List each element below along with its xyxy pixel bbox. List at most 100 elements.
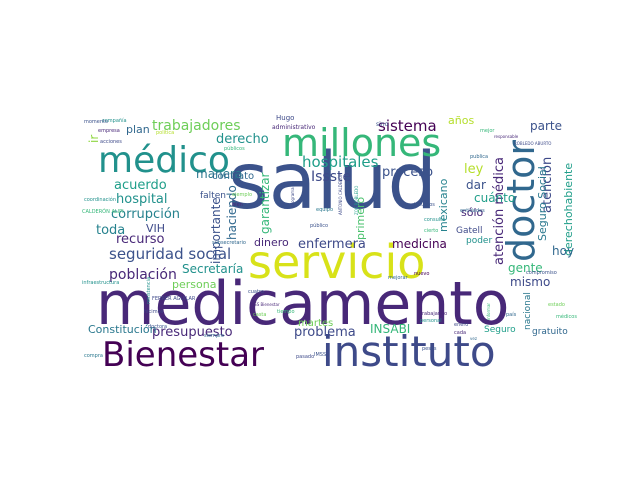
word: programa [290, 187, 295, 207]
word: compromiso [526, 270, 557, 276]
word: ZOÉ ROBLEDO [354, 186, 359, 215]
word: ir [87, 135, 101, 143]
word: presupuesto [152, 325, 233, 340]
word: empresa [98, 128, 120, 134]
word: dinero [254, 236, 289, 249]
word: poder [466, 236, 492, 246]
word: entidades [460, 208, 485, 214]
word: sistema [378, 117, 437, 135]
word: compra [84, 353, 103, 359]
word: compañía [102, 117, 127, 124]
word: trabajadores [152, 118, 241, 134]
word: haciendo [225, 185, 239, 240]
word: medicamento [96, 269, 510, 339]
word: pasado [296, 354, 314, 360]
word: primero [354, 197, 367, 240]
word: momento [84, 119, 108, 125]
word: bien [232, 202, 243, 208]
word: mexicano [437, 178, 450, 232]
word: instituto [322, 327, 496, 376]
word: hospitales [302, 153, 379, 171]
word: política [156, 129, 174, 136]
word: casta [253, 312, 266, 318]
word: sino [376, 121, 389, 128]
word: siempre [204, 333, 224, 339]
word: resistencia [146, 277, 152, 304]
word: hicimos [144, 309, 164, 315]
word: contrato [212, 171, 254, 182]
word: derechohabiente [562, 163, 575, 256]
word: ejemplo [232, 192, 252, 198]
word: consulta [424, 217, 445, 223]
word: médico [98, 140, 230, 181]
word: infraestructura [82, 280, 119, 286]
word: importante [209, 197, 223, 264]
word: trabajando [420, 311, 447, 317]
word: enfermera [298, 237, 366, 252]
word: acuerdo [114, 178, 167, 193]
word: cuatro [248, 289, 264, 295]
word: país [506, 311, 517, 318]
word: parte [530, 119, 562, 133]
word: Constitución [88, 323, 157, 336]
word: Bienestar [102, 335, 264, 375]
word: gratuito [532, 327, 568, 337]
word: administrativo [272, 124, 316, 131]
word: IMSS [314, 352, 326, 358]
word: mismo [510, 275, 550, 289]
word: nacional [523, 292, 533, 330]
word: CALDERÓN ALIPI [82, 208, 124, 215]
word: mejor [480, 128, 495, 134]
word: nuevo [414, 271, 429, 277]
word: problema [294, 325, 356, 340]
word: doctor [499, 140, 543, 262]
word: vez [470, 336, 477, 341]
word: responsable [494, 134, 519, 139]
word: seguridad social [109, 245, 231, 263]
word: médicos [556, 313, 577, 320]
word: toda [96, 223, 125, 238]
word: Hugo [276, 114, 294, 122]
word: medicina [392, 237, 447, 251]
word: publica [470, 154, 488, 160]
word: insumos [414, 202, 435, 208]
word: Issste [311, 169, 351, 185]
word: doctora [148, 324, 167, 330]
word: gente [508, 261, 543, 275]
word: Secretaría [182, 262, 243, 276]
word: años [448, 114, 474, 127]
word: corrupción [111, 207, 180, 222]
word: coordinación [84, 196, 116, 203]
word: informar [486, 303, 491, 320]
word: persona [172, 278, 216, 291]
word: martes [298, 318, 333, 329]
word: acciones [100, 139, 122, 145]
word: Seguro Social [536, 166, 549, 241]
word: enero [454, 322, 468, 328]
word: salud [228, 137, 437, 227]
word: estado [548, 302, 565, 308]
word: Seguro [484, 325, 516, 335]
word: INSS Bienestar [250, 302, 280, 307]
word: INSABI [370, 322, 410, 336]
word: equipo [316, 207, 333, 213]
word: recurso [116, 232, 165, 247]
word: sólo [461, 206, 484, 219]
word: población [109, 267, 177, 283]
word: derecho [216, 132, 269, 147]
word: falten [200, 191, 226, 201]
word: hoy [552, 244, 574, 258]
word: millones [282, 121, 441, 165]
word: público [310, 222, 328, 229]
word: subsecretario [212, 240, 246, 246]
word: personal [420, 318, 442, 324]
word: Gatell [456, 226, 483, 236]
word: cuánto [474, 191, 515, 205]
word: atención [540, 157, 555, 213]
word: ANTONIO CALDERÓN [338, 173, 343, 215]
word: VIH [146, 222, 165, 235]
word: pesos [422, 346, 437, 352]
word: ley [464, 162, 484, 177]
word: ROBLEDO ABURTO [514, 141, 551, 146]
